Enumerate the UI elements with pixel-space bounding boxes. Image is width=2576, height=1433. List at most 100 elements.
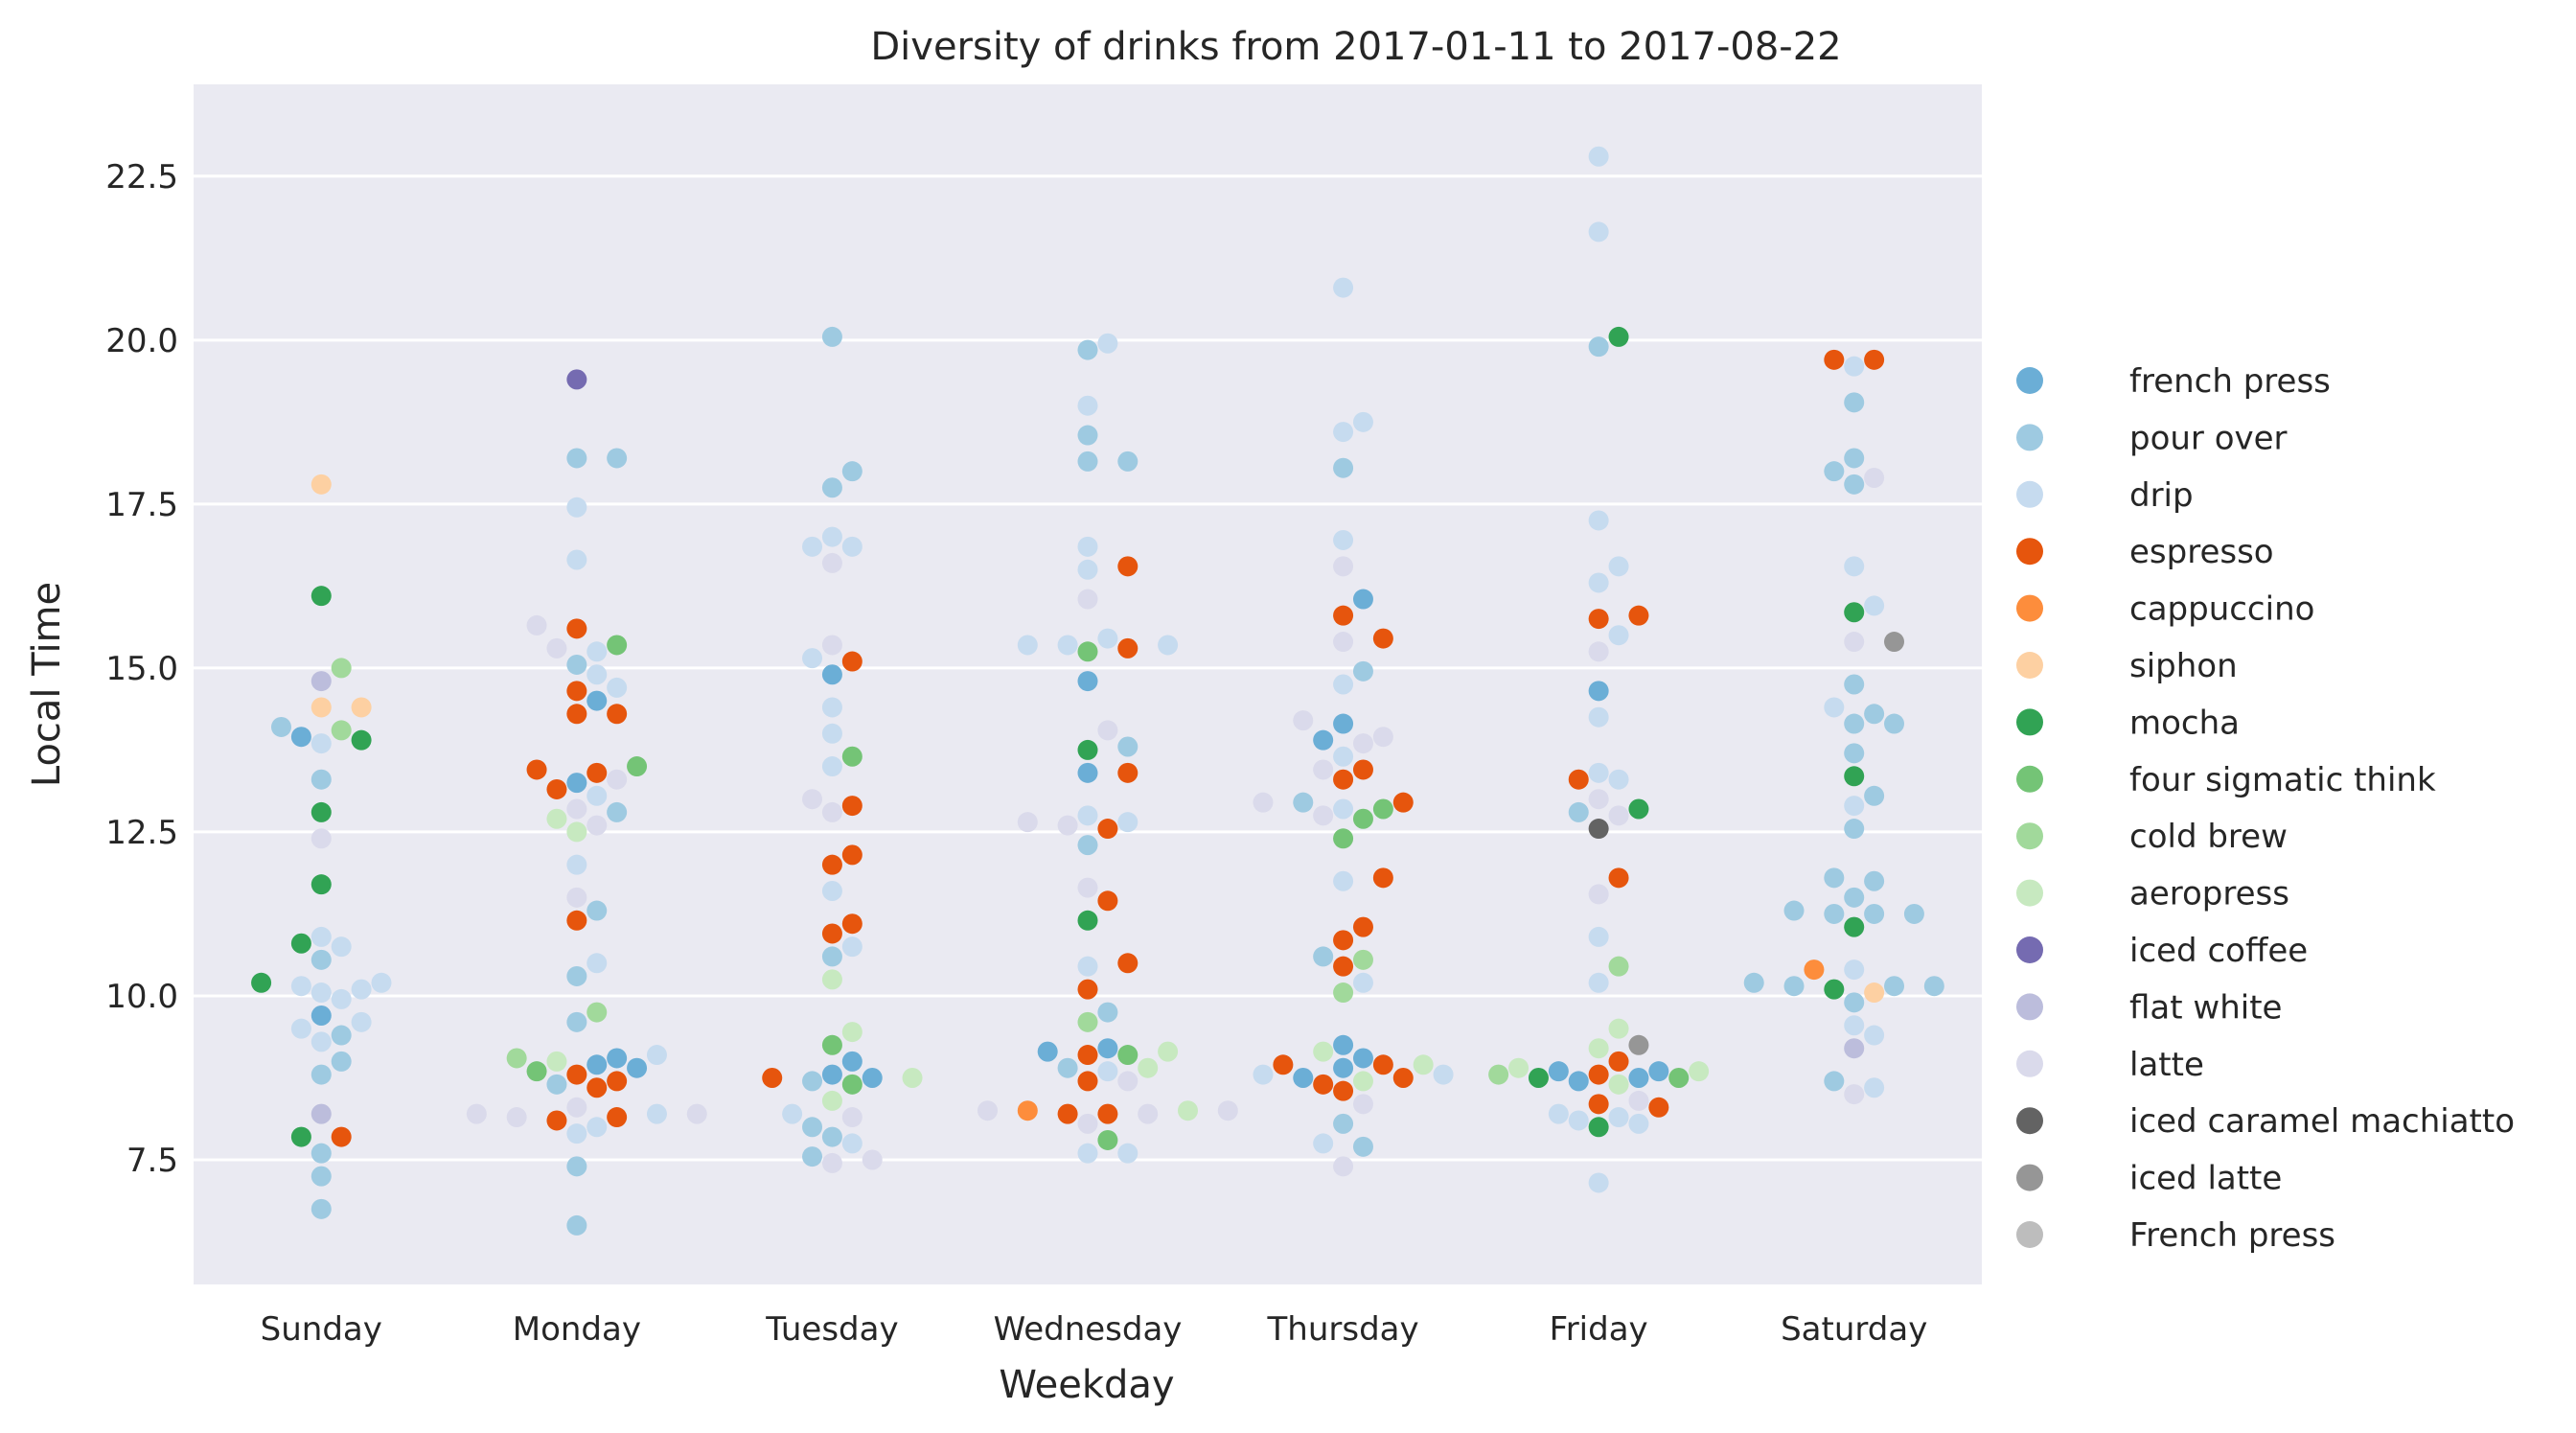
data-point-pour-over <box>1293 792 1314 813</box>
data-point-cold-brew <box>331 658 352 679</box>
data-point-pour-over <box>1824 1071 1845 1092</box>
data-point-pour-over <box>566 654 587 675</box>
x-tick-labels: Sunday Monday Tuesday Wednesday Thursday Frid… <box>261 1310 1928 1349</box>
data-point-latte <box>1628 1090 1649 1111</box>
data-point-pour-over <box>310 1064 332 1085</box>
data-point-espresso <box>1352 759 1373 780</box>
data-point-drip <box>1588 972 1609 993</box>
data-point-four-sigmatic-think <box>1117 1045 1138 1066</box>
data-point-mocha <box>290 933 311 954</box>
data-point-drip <box>821 697 842 718</box>
data-point-drip <box>310 982 332 1004</box>
data-point-pour-over <box>1077 425 1098 446</box>
data-point-drip <box>1588 706 1609 728</box>
legend-label: drip <box>2129 476 2194 515</box>
data-point-drip <box>1077 536 1098 557</box>
data-point-pour-over <box>1117 736 1138 757</box>
x-tick-label: Wednesday <box>994 1310 1183 1349</box>
legend-label: mocha <box>2129 704 2240 742</box>
data-point-espresso <box>1117 762 1138 783</box>
data-point-espresso <box>1117 953 1138 974</box>
data-point-mocha <box>351 729 372 751</box>
data-point-drip <box>1588 510 1609 531</box>
data-point-aeropress <box>1588 1038 1609 1059</box>
data-point-drip <box>1588 146 1609 167</box>
data-point-drip <box>586 785 608 806</box>
data-point-drip <box>821 881 842 902</box>
data-point-french-press <box>1352 1048 1373 1069</box>
data-point-mocha <box>290 1126 311 1147</box>
data-point-drip <box>1844 1015 1865 1036</box>
data-point-espresso <box>841 651 862 672</box>
data-point-siphon <box>310 474 332 495</box>
data-point-pour-over <box>586 900 608 921</box>
data-point-latte <box>546 637 567 659</box>
data-point-aeropress <box>566 821 587 843</box>
data-point-drip <box>1097 333 1118 354</box>
data-point-siphon <box>351 697 372 718</box>
y-tick-label: 17.5 <box>105 486 178 524</box>
data-point-espresso <box>1333 930 1354 951</box>
data-point-french-press <box>821 1064 842 1085</box>
data-point-pour-over <box>1844 992 1865 1013</box>
data-point-drip <box>1548 1103 1569 1124</box>
data-point-drip <box>1077 395 1098 416</box>
data-point-drip <box>1352 411 1373 432</box>
data-point-latte <box>506 1107 527 1128</box>
data-point-pour-over <box>1333 1113 1354 1134</box>
data-point-pour-over <box>1077 835 1098 856</box>
data-point-pour-over <box>1844 448 1865 469</box>
data-point-iced-caramel-machiatto <box>1588 819 1609 840</box>
data-point-drip <box>1864 1025 1885 1046</box>
data-point-espresso <box>1077 1045 1098 1066</box>
data-point-latte <box>1333 556 1354 577</box>
data-point-mocha <box>1844 766 1865 787</box>
data-point-drip <box>821 756 842 777</box>
data-point-latte <box>526 614 547 636</box>
data-point-drip <box>821 723 842 744</box>
data-point-espresso <box>1608 1051 1629 1072</box>
data-point-pour-over <box>1077 451 1098 472</box>
data-point-drip <box>566 854 587 875</box>
data-point-french-press <box>586 1054 608 1075</box>
legend-marker <box>2016 993 2043 1021</box>
legend-marker <box>2016 1107 2043 1135</box>
data-point-drip <box>802 648 823 669</box>
data-point-pour-over <box>1333 457 1354 478</box>
data-point-aeropress <box>546 808 567 829</box>
data-point-french-press <box>1333 1034 1354 1055</box>
data-point-aeropress <box>1352 1071 1373 1092</box>
data-point-drip <box>310 1031 332 1052</box>
data-point-espresso <box>566 1064 587 1085</box>
data-point-latte <box>821 801 842 822</box>
data-point-pour-over <box>1844 474 1865 495</box>
data-point-drip <box>351 979 372 1000</box>
data-point-four-sigmatic-think <box>1372 798 1393 820</box>
data-point-cold-brew <box>1608 956 1629 977</box>
data-point-cold-brew <box>1352 949 1373 970</box>
legend-label: latte <box>2129 1046 2204 1084</box>
data-point-drip <box>1333 798 1354 820</box>
data-point-espresso <box>607 704 628 725</box>
data-point-drip <box>1077 805 1098 826</box>
data-point-drip <box>1588 1172 1609 1193</box>
data-point-drip <box>1568 1110 1589 1131</box>
data-point-four-sigmatic-think <box>627 756 648 777</box>
data-point-espresso <box>821 923 842 944</box>
legend-label: aeropress <box>2129 875 2289 913</box>
data-point-pour-over <box>1844 674 1865 695</box>
data-point-drip <box>1253 1064 1274 1085</box>
data-point-pour-over <box>1824 867 1845 889</box>
y-tick-label: 15.0 <box>105 650 178 688</box>
data-point-flat-white <box>1844 1038 1865 1059</box>
legend: french press pour over drip espresso cappucc… <box>2016 362 2515 1255</box>
data-point-pour-over <box>310 1198 332 1219</box>
data-point-drip <box>1844 356 1865 377</box>
data-point-pour-over <box>310 1166 332 1187</box>
data-point-pour-over <box>1057 1057 1078 1078</box>
data-point-latte <box>1313 759 1334 780</box>
legend-label: iced latte <box>2129 1160 2282 1198</box>
data-point-drip <box>586 664 608 685</box>
data-point-pour-over <box>821 326 842 347</box>
data-point-latte <box>1077 589 1098 610</box>
